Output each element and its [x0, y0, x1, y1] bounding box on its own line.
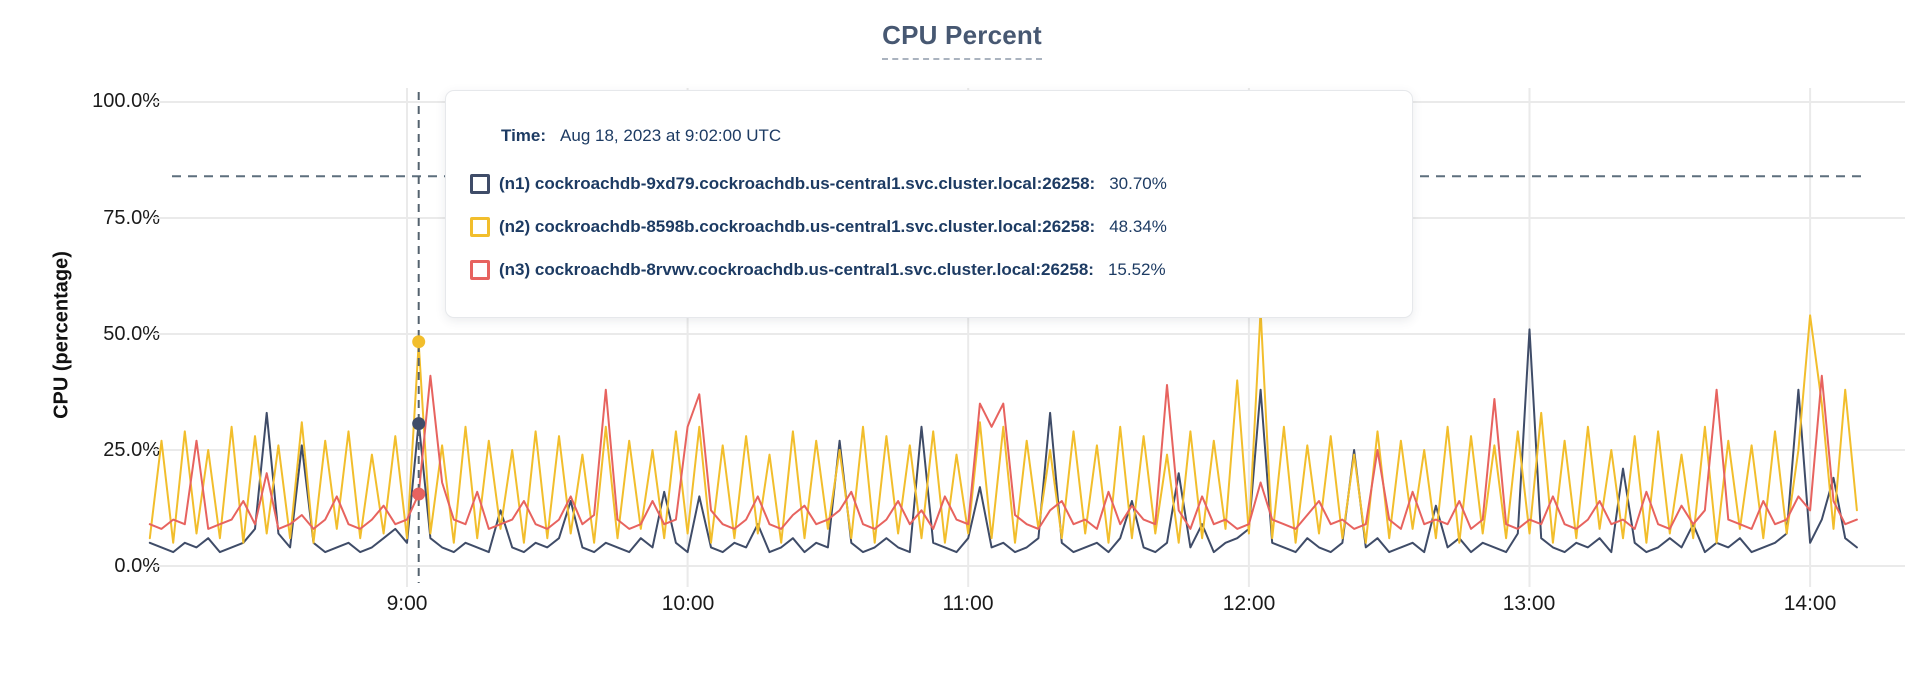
- hover-dot-n2: [412, 335, 426, 349]
- series-line-n3[interactable]: [148, 374, 1858, 530]
- x-tick-label: 11:00: [942, 592, 994, 615]
- tooltip-series-row-n1: (n1) cockroachdb-9xd79.cockroachdb.us-ce…: [470, 172, 1382, 196]
- series-label-n1: (n1) cockroachdb-9xd79.cockroachdb.us-ce…: [499, 174, 1096, 193]
- hover-tooltip: Time: Aug 18, 2023 at 9:02:00 UTC (n1) co…: [445, 90, 1413, 318]
- x-tick-label: 12:00: [1222, 592, 1276, 615]
- y-tick-label: 0.0%: [114, 555, 160, 577]
- x-tick-label: 14:00: [1783, 592, 1837, 615]
- chart-title[interactable]: CPU Percent: [882, 20, 1042, 60]
- series-line-n2[interactable]: [148, 309, 1858, 544]
- y-tick-label: 75.0%: [103, 207, 160, 229]
- series-swatch-n3: [470, 260, 490, 280]
- x-tick-label: 9:00: [386, 592, 428, 615]
- hover-dot-n1: [412, 417, 426, 431]
- series-label-n2: (n2) cockroachdb-8598b.cockroachdb.us-ce…: [499, 217, 1096, 236]
- tooltip-time-label: Time:: [501, 126, 547, 145]
- y-tick-label: 50.0%: [103, 323, 160, 345]
- series-value-n2: 48.34%: [1109, 217, 1167, 236]
- series-label-n3: (n3) cockroachdb-8rvwv.cockroachdb.us-ce…: [499, 260, 1094, 279]
- hover-dot-n3: [412, 487, 426, 501]
- series-swatch-n1: [470, 174, 490, 194]
- tooltip-time-value: Aug 18, 2023 at 9:02:00 UTC: [560, 126, 782, 145]
- series-swatch-n2: [470, 217, 490, 237]
- series-value-n1: 30.70%: [1109, 174, 1167, 193]
- chart-header: CPU Percent: [0, 20, 1924, 60]
- x-tick-label: 10:00: [661, 592, 715, 615]
- tooltip-time-row: Time: Aug 18, 2023 at 9:02:00 UTC: [470, 124, 1382, 148]
- tooltip-series-row-n3: (n3) cockroachdb-8rvwv.cockroachdb.us-ce…: [470, 258, 1382, 282]
- x-tick-label: 13:00: [1502, 592, 1556, 615]
- series-value-n3: 15.52%: [1107, 260, 1166, 279]
- y-tick-label: 25.0%: [103, 439, 160, 461]
- tooltip-series-row-n2: (n2) cockroachdb-8598b.cockroachdb.us-ce…: [470, 215, 1382, 239]
- y-tick-label: 100.0%: [92, 90, 160, 112]
- series-line-n1[interactable]: [148, 328, 1858, 554]
